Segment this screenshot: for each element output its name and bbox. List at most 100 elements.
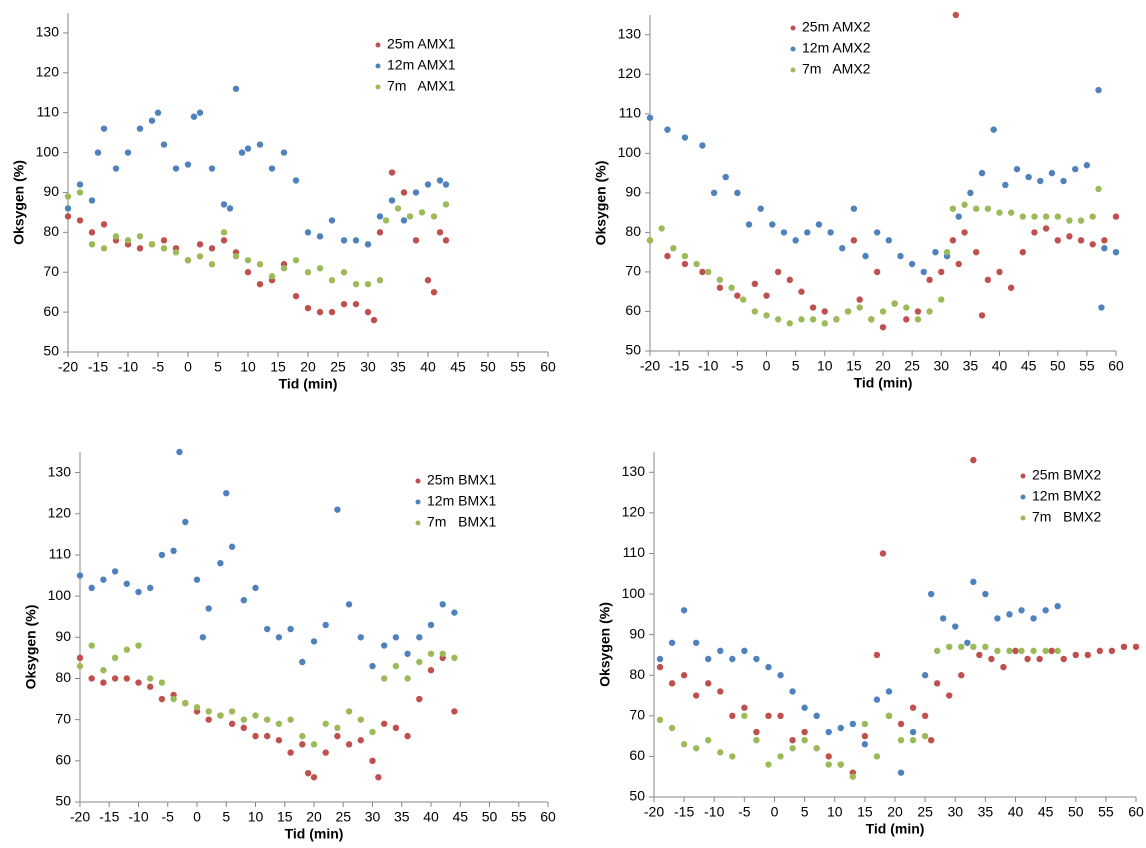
data-point (1006, 647, 1013, 655)
data-point (933, 680, 941, 687)
data-point (984, 205, 992, 212)
data-point (182, 699, 189, 707)
data-point (914, 316, 922, 323)
data-point (693, 260, 700, 268)
data-point (316, 233, 324, 240)
data-point (961, 201, 968, 208)
data-point (345, 741, 353, 748)
data-point (837, 724, 844, 732)
data-point (394, 205, 402, 212)
data-point (205, 708, 212, 715)
y-tick-label: 80 (625, 223, 641, 239)
data-point (404, 650, 411, 657)
data-point (978, 312, 986, 319)
data-point (716, 276, 724, 284)
data-point (1096, 647, 1104, 655)
data-point (111, 654, 119, 662)
data-point (856, 304, 863, 311)
data-point (88, 642, 95, 649)
data-point (646, 237, 654, 244)
data-point (436, 177, 444, 184)
data-point (964, 639, 971, 646)
data-point (442, 237, 450, 244)
x-tick-label: 55 (1098, 804, 1114, 820)
data-point (381, 642, 388, 649)
data-point (692, 692, 700, 699)
x-tick-label: 40 (992, 358, 1008, 374)
data-point (833, 316, 840, 323)
x-tick-label: 60 (540, 809, 556, 825)
data-point (340, 269, 348, 276)
data-point (280, 265, 288, 272)
x-tick-label: 0 (184, 359, 192, 375)
data-point (897, 252, 904, 260)
data-point (436, 229, 444, 236)
data-point (220, 229, 228, 236)
data-point (670, 245, 677, 252)
data-point (400, 189, 408, 196)
data-point (404, 675, 411, 682)
data-point (994, 615, 1001, 622)
data-point (76, 662, 84, 670)
data-point (780, 229, 788, 236)
data-point (717, 749, 724, 756)
x-tick-label: 30 (933, 358, 949, 374)
y-tick-label: 60 (55, 752, 71, 768)
x-tick-label: 35 (394, 809, 410, 825)
data-point (958, 643, 965, 651)
data-point (933, 647, 941, 655)
x-axis-label: Tid (min) (866, 821, 925, 837)
data-point (76, 181, 84, 188)
data-point (88, 675, 95, 682)
y-tick-label: 60 (43, 303, 59, 319)
x-tick-label: 15 (270, 359, 286, 375)
y-axis-label: Oksygen (%) (593, 161, 609, 246)
data-point (861, 741, 869, 748)
x-tick-label: 30 (365, 809, 381, 825)
data-point (111, 675, 119, 682)
data-point (1019, 248, 1026, 256)
x-tick-label: -5 (738, 804, 751, 820)
data-point (268, 273, 276, 280)
data-point (1054, 647, 1061, 655)
data-point (861, 732, 869, 740)
x-tick-label: 45 (452, 809, 468, 825)
data-point (376, 213, 384, 220)
data-point (946, 643, 953, 651)
data-point (943, 248, 951, 256)
data-point (205, 605, 212, 612)
y-tick-label: 50 (625, 342, 641, 358)
y-tick-label: 50 (55, 793, 71, 809)
data-point (451, 654, 458, 662)
data-point (1002, 181, 1009, 189)
data-point (717, 688, 724, 695)
data-point (1025, 173, 1032, 181)
y-tick-label: 70 (43, 263, 59, 279)
data-point (891, 300, 898, 307)
y-tick-label: 90 (55, 628, 71, 644)
data-point (184, 161, 192, 168)
data-point (658, 225, 665, 232)
data-point (217, 712, 224, 719)
data-point (978, 169, 986, 177)
data-point (792, 237, 799, 244)
x-tick-label: -15 (99, 809, 119, 825)
data-point (275, 634, 283, 641)
data-point (839, 245, 846, 252)
x-axis-label: Tid (min) (854, 375, 913, 391)
data-point (967, 189, 974, 197)
data-point (154, 109, 162, 116)
data-point (765, 712, 772, 720)
data-point (681, 134, 689, 141)
data-point (821, 320, 828, 327)
y-tick-label: 130 (618, 25, 642, 41)
data-point (64, 193, 72, 200)
data-point (112, 165, 120, 172)
x-tick-label: 5 (792, 358, 800, 374)
data-point (769, 221, 776, 228)
y-tick-label: 110 (37, 103, 60, 119)
data-point (801, 728, 808, 736)
data-point (316, 308, 324, 316)
data-point (914, 308, 922, 315)
